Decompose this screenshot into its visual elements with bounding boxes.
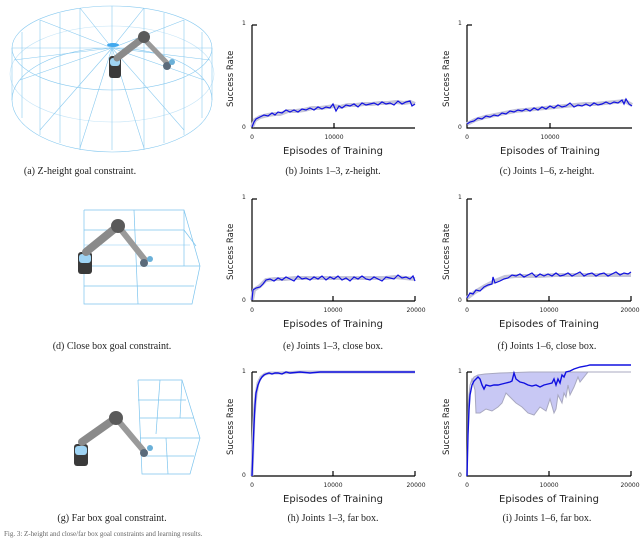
chart-i-xtick-10000: 10000 xyxy=(539,482,559,489)
chart-f-line xyxy=(466,271,632,299)
chart-f-xtick-20000: 20000 xyxy=(620,307,640,314)
chart-h-xtick-10000: 10000 xyxy=(323,482,343,489)
chart-c-ytick-0: 0 xyxy=(458,124,462,131)
chart-c-xtick-0: 0 xyxy=(465,134,469,141)
panel-i-caption: (i) Joints 1–6, far box. xyxy=(502,513,592,524)
chart-i-ytick-1: 1 xyxy=(458,368,462,375)
z-height-render xyxy=(9,5,215,153)
chart-b-ytick-0: 0 xyxy=(242,124,246,131)
panel-e-caption: (e) Joints 1–3, close box. xyxy=(283,341,383,352)
chart-h-ylabel: Success Rate xyxy=(226,398,236,455)
chart-i-ytick-0: 0 xyxy=(458,472,462,479)
chart-b-line xyxy=(251,100,416,128)
chart-i-xtick-0: 0 xyxy=(465,482,469,489)
panel-g-caption: (g) Far box goal constraint. xyxy=(57,513,167,524)
chart-e-xtick-20000: 20000 xyxy=(406,307,426,314)
panel-d-render xyxy=(0,180,220,310)
chart-b-ylabel: Success Rate xyxy=(226,50,236,107)
panel-h-caption: (h) Joints 1–3, far box. xyxy=(287,513,379,524)
chart-c-ylabel: Success Rate xyxy=(442,50,452,107)
chart-e-ylabel: Success Rate xyxy=(226,223,236,280)
chart-i: 1 0 0 10000 20000 Success Rate Episodes … xyxy=(430,355,640,540)
chart-h-xlabel: Episodes of Training xyxy=(283,494,383,505)
chart-e-xtick-10000: 10000 xyxy=(323,307,343,314)
chart-b-xtick-10000: 10000 xyxy=(324,134,344,141)
chart-b-axes xyxy=(251,24,415,129)
chart-f-xtick-10000: 10000 xyxy=(539,307,559,314)
panel-b-caption: (b) Joints 1–3, z-height. xyxy=(285,166,381,177)
chart-f-ylabel: Success Rate xyxy=(442,223,452,280)
chart-c: 1 0 0 10000 Success Rate Episodes of Tra… xyxy=(430,0,640,180)
chart-c-xlabel: Episodes of Training xyxy=(500,146,600,157)
chart-h-xtick-0: 0 xyxy=(250,482,254,489)
close-box-render xyxy=(78,209,201,305)
chart-f-ytick-0: 0 xyxy=(458,297,462,304)
chart-c-xtick-10000: 10000 xyxy=(540,134,560,141)
chart-i-ylabel: Success Rate xyxy=(442,398,452,455)
chart-e-xlabel: Episodes of Training xyxy=(283,319,383,330)
chart-b: 1 0 0 10000 Success Rate Episodes of Tra… xyxy=(220,0,430,180)
chart-e-line xyxy=(251,274,416,301)
chart-h-ytick-1: 1 xyxy=(242,368,246,375)
chart-h: 1 0 0 10000 20000 Success Rate Episodes … xyxy=(220,355,430,540)
robot-arm-icon xyxy=(78,219,153,274)
chart-b-ytick-1: 1 xyxy=(242,20,246,27)
chart-b-xlabel: Episodes of Training xyxy=(283,146,383,157)
panel-a-caption: (a) Z-height goal constraint. xyxy=(23,166,137,177)
chart-e-ytick-1: 1 xyxy=(242,194,246,201)
panel-g-render xyxy=(0,360,220,490)
chart-c-ytick-1: 1 xyxy=(458,20,462,27)
chart-f-xtick-0: 0 xyxy=(465,307,469,314)
chart-h-ytick-0: 0 xyxy=(242,472,246,479)
chart-e-ytick-0: 0 xyxy=(242,297,246,304)
chart-f: 1 0 0 10000 20000 Success Rate Episodes … xyxy=(430,180,640,360)
chart-i-xtick-20000: 20000 xyxy=(620,482,640,489)
chart-f-xlabel: Episodes of Training xyxy=(499,319,599,330)
panel-d-caption: (d) Close box goal constraint. xyxy=(52,341,172,352)
chart-f-ytick-1: 1 xyxy=(458,194,462,201)
robot-arm-icon xyxy=(109,31,175,78)
figure-caption: Fig. 3: Z-height and close/far box goal … xyxy=(4,530,203,538)
panel-a-render xyxy=(0,0,220,153)
chart-b-xtick-0: 0 xyxy=(250,134,254,141)
panel-c-caption: (c) Joints 1–6, z-height. xyxy=(499,166,595,177)
far-box-render xyxy=(74,379,201,475)
chart-e: 1 0 0 10000 20000 Success Rate Episodes … xyxy=(220,180,430,360)
chart-h-line xyxy=(251,371,415,477)
robot-arm-icon xyxy=(74,411,153,466)
chart-c-line xyxy=(466,97,633,125)
chart-i-line xyxy=(466,364,631,477)
panel-f-caption: (f) Joints 1–6, close box. xyxy=(497,341,597,352)
chart-i-xlabel: Episodes of Training xyxy=(499,494,599,505)
chart-e-xtick-0: 0 xyxy=(250,307,254,314)
chart-i-band xyxy=(466,371,631,477)
chart-h-xtick-20000: 20000 xyxy=(406,482,426,489)
